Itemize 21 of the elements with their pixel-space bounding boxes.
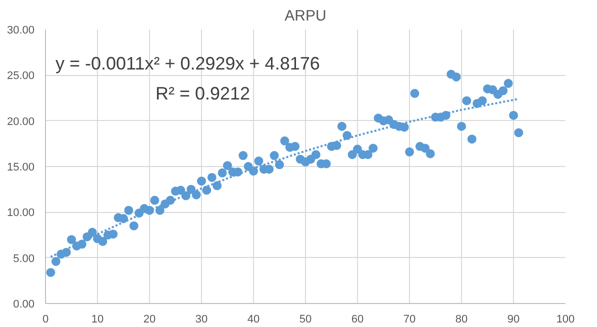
x-tick-label: 70 — [403, 314, 416, 326]
x-tick-label: 80 — [455, 314, 468, 326]
y-tick-label: 15.00 — [6, 162, 35, 174]
y-tick-label: 20.00 — [6, 116, 35, 128]
y-tick-label: 5.00 — [13, 252, 35, 265]
y-tick-label: 0.00 — [13, 298, 35, 310]
x-tick-label: 40 — [247, 314, 260, 326]
annotation: y = -0.0011x² + 0.2929x + 4.8176 — [56, 54, 320, 74]
x-tick-label: 0 — [42, 314, 49, 326]
x-tick-label: 10 — [91, 314, 104, 326]
y-tick-label: 25.00 — [6, 70, 35, 82]
x-tick-label: 20 — [143, 314, 156, 326]
y-tick-label: 30.00 — [6, 24, 35, 36]
x-tick-label: 60 — [351, 314, 364, 326]
x-tick-label: 90 — [507, 314, 520, 326]
annotation: R² = 0.9212 — [156, 84, 250, 104]
chart-title: ARPU — [284, 8, 326, 24]
y-tick-label: 10.00 — [6, 207, 35, 220]
x-tick-label: 100 — [556, 314, 575, 326]
x-tick-label: 30 — [195, 314, 208, 326]
x-tick-label: 50 — [299, 314, 312, 326]
